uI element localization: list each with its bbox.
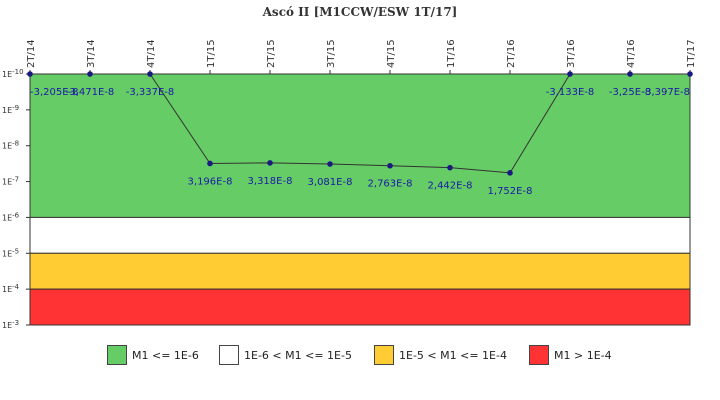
threshold-bands — [29, 73, 691, 326]
data-point — [27, 71, 33, 77]
y-tick-label: 1E-5 — [2, 247, 19, 258]
legend-swatch-white — [219, 345, 239, 365]
data-point — [327, 161, 333, 167]
y-tick-label: 1E-7 — [2, 176, 19, 187]
y-axis: 1E-10 1E-9 1E-8 1E-7 1E-6 1E-5 1E-4 1E-3 — [2, 68, 30, 330]
y-tick-label: 1E-8 — [2, 140, 19, 151]
y-tick-label: 1E-4 — [2, 283, 20, 294]
x-tick-label: 2T/14 — [26, 39, 37, 68]
data-label: -3,205E-8 — [30, 87, 79, 98]
data-series: -3,205E-8-3,471E-8 -3,337E-8 3,196E-8 3,318… — [27, 71, 693, 197]
data-point — [687, 71, 693, 77]
x-tick-label: 1T/16 — [446, 39, 457, 68]
data-label: 3,196E-8 — [188, 176, 233, 187]
legend-label-green: M1 <= 1E-6 — [132, 348, 199, 362]
legend-swatch-green — [107, 345, 127, 365]
data-point — [147, 71, 153, 77]
x-tick-label: 1T/17 — [686, 39, 697, 68]
legend-swatch-red — [529, 345, 549, 365]
chart-legend: M1 <= 1E-6 1E-6 < M1 <= 1E-5 1E-5 < M1 <… — [0, 344, 720, 368]
band-1 — [29, 216, 691, 254]
chart-canvas: Ascó II [M1CCW/ESW 1T/17] 1E-101E-91E-81… — [2, 5, 697, 330]
x-tick-label: 4T/16 — [626, 39, 637, 68]
data-point — [567, 71, 573, 77]
x-tick-label: 3T/15 — [326, 39, 337, 68]
data-point — [207, 160, 213, 167]
legend-item-red: M1 > 1E-4 — [529, 344, 612, 366]
y-tick-label: 1E-3 — [2, 319, 19, 330]
legend-label-red: M1 > 1E-4 — [554, 348, 612, 362]
band-3 — [29, 288, 691, 326]
legend-label-yellow: 1E-5 < M1 <= 1E-4 — [399, 348, 507, 362]
legend-item-yellow: 1E-5 < M1 <= 1E-4 — [374, 344, 507, 366]
data-point — [87, 71, 93, 77]
x-tick-label: 4T/14 — [146, 39, 157, 68]
x-tick-label: 3T/16 — [566, 39, 577, 68]
x-tick-label: 3T/14 — [86, 39, 97, 68]
data-point — [447, 164, 453, 171]
data-label: 3,318E-8 — [248, 176, 293, 187]
y-tick-label: 1E-10 — [2, 68, 24, 79]
band-2 — [29, 252, 691, 290]
series-line — [30, 73, 690, 174]
legend-swatch-yellow — [374, 345, 394, 365]
legend-item-white: 1E-6 < M1 <= 1E-5 — [219, 344, 352, 366]
data-label: -3,397E-8 — [641, 87, 690, 98]
data-label: 3,081E-8 — [308, 177, 353, 188]
data-point — [267, 160, 273, 166]
y-tick-label: 1E-6 — [2, 211, 20, 222]
plot-border — [29, 73, 691, 326]
data-label: -3,337E-8 — [126, 87, 175, 98]
data-point — [507, 170, 513, 176]
data-label: 2,763E-8 — [368, 179, 413, 190]
legend-label-white: 1E-6 < M1 <= 1E-5 — [244, 348, 352, 362]
data-label: 2,442E-8 — [428, 181, 473, 192]
band-0 — [29, 73, 691, 218]
x-tick-label: 2T/16 — [506, 39, 517, 68]
data-point — [387, 162, 393, 169]
data-label: -3,133E-8 — [546, 87, 595, 98]
legend-item-green: M1 <= 1E-6 — [107, 344, 199, 366]
data-label: 1,752E-8 — [488, 186, 533, 197]
x-tick-label: 2T/15 — [266, 39, 277, 68]
y-tick-label: 1E-9 — [2, 104, 19, 115]
chart-title: Ascó II [M1CCW/ESW 1T/17] — [262, 5, 458, 19]
x-tick-label: 4T/15 — [386, 39, 397, 68]
x-axis: 2T/14 3T/14 4T/14 1T/15 2T/15 3T/15 4T/15 1T/16… — [26, 39, 697, 74]
data-point — [627, 71, 633, 77]
x-tick-label: 1T/15 — [206, 39, 217, 68]
data-label: -3,25E-8 — [609, 87, 651, 98]
data-label: -3,471E-8 — [66, 87, 115, 98]
